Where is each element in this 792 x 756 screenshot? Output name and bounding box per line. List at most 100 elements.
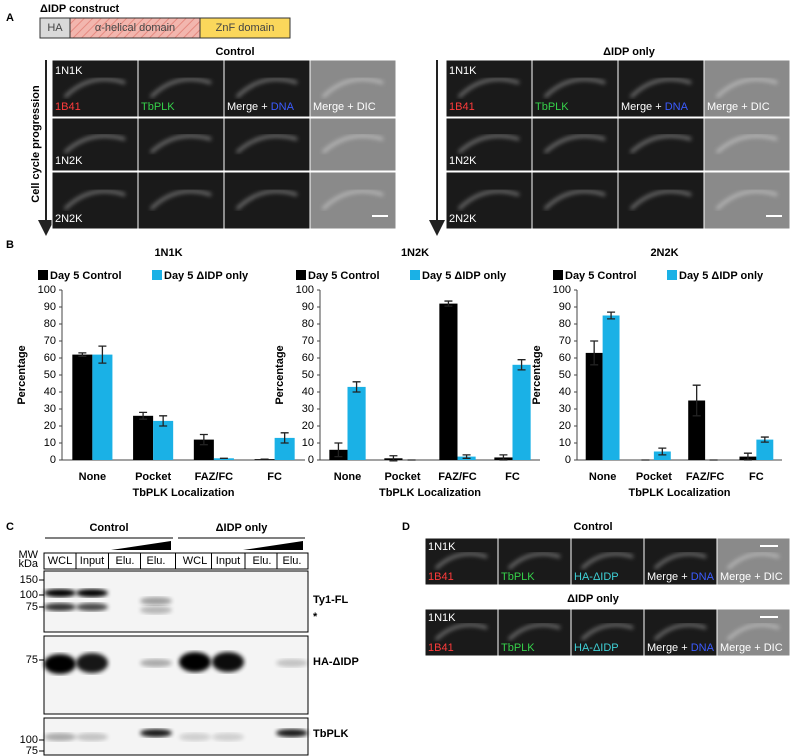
error-bar <box>499 454 508 461</box>
chart-title: 2N2K <box>650 247 678 259</box>
cell-shape <box>149 189 212 211</box>
channel-label: TbPLK <box>501 571 535 583</box>
bar <box>512 364 531 460</box>
channel-label: HA-ΔIDP <box>574 571 619 583</box>
bar <box>347 386 366 460</box>
y-tick-label: 80 <box>302 318 314 330</box>
blot-band <box>179 733 211 741</box>
group-title: ΔIDP only <box>567 593 620 605</box>
legend-swatch <box>152 270 162 280</box>
stage-label: 1N1K <box>428 541 456 553</box>
channel-label: Merge + <box>621 101 665 113</box>
blot-band <box>179 652 211 672</box>
cell-shape <box>457 189 520 211</box>
y-tick-label: 30 <box>44 403 56 415</box>
panel-letter: C <box>6 521 14 533</box>
error-bar <box>658 447 667 456</box>
legend-label: Day 5 ΔIDP only <box>164 270 249 282</box>
cell-shape <box>235 134 298 154</box>
stage-label: 1N1K <box>428 612 456 624</box>
y-tick-label: 90 <box>559 301 571 313</box>
micrograph <box>309 117 397 172</box>
y-tick-label: 60 <box>302 352 314 364</box>
bar <box>653 451 671 460</box>
channel-label: Merge + DIC <box>707 101 770 113</box>
cell-shape <box>580 623 634 641</box>
y-tick-label: 100 <box>296 284 314 296</box>
micrograph <box>137 171 225 230</box>
lane-label: Elu. <box>253 555 272 567</box>
cell-shape <box>149 134 212 154</box>
y-tick-label: 50 <box>44 369 56 381</box>
error-bar <box>78 352 87 357</box>
micrograph <box>445 59 533 118</box>
legend-label: Day 5 Control <box>565 270 637 282</box>
error-bar <box>743 452 752 461</box>
y-tick-label: 40 <box>559 386 571 398</box>
channel-label: Merge + DNA <box>647 571 715 583</box>
cell-shape <box>715 77 778 99</box>
group-title: ΔIDP only <box>216 522 269 534</box>
x-axis-label: TbPLK Localization <box>628 487 730 499</box>
cell-shape <box>149 77 212 99</box>
panel-letter: A <box>6 12 14 24</box>
cell-shape <box>715 189 778 211</box>
mw-marker: 150 <box>20 574 38 586</box>
domain-box <box>199 17 291 39</box>
y-tick-label: 100 <box>553 284 571 296</box>
y-axis-label: Percentage <box>531 345 543 404</box>
micrograph <box>497 537 572 586</box>
cell-shape <box>321 77 384 99</box>
legend-swatch <box>410 270 420 280</box>
cell-shape <box>653 552 707 570</box>
cell-shape <box>434 552 488 570</box>
y-tick-label: 50 <box>559 369 571 381</box>
chart-title: 1N2K <box>401 247 429 259</box>
channel-label: 1B41 <box>428 571 454 583</box>
blot-band <box>76 653 108 673</box>
cell-shape <box>629 189 692 211</box>
micrograph <box>570 537 645 586</box>
blot-note: * <box>313 611 318 623</box>
cell-shape <box>457 77 520 99</box>
error-bar <box>760 436 769 443</box>
channel-label: TbPLK <box>535 101 569 113</box>
error-bar <box>98 345 107 364</box>
error-bar <box>692 384 701 417</box>
y-tick-label: 10 <box>44 437 56 449</box>
channel-label: DNA <box>691 642 715 654</box>
micrograph <box>223 117 311 172</box>
y-tick-label: 30 <box>559 403 571 415</box>
micrograph <box>570 608 645 657</box>
error-bar <box>444 300 453 307</box>
blot-band <box>76 733 108 741</box>
blot-band <box>140 597 172 605</box>
channel-label: HA-ΔIDP <box>574 642 619 654</box>
bar <box>688 400 706 460</box>
x-tick-label: FAZ/FC <box>438 471 477 483</box>
channel-label: Merge + DIC <box>720 642 783 654</box>
x-tick-label: FC <box>267 471 282 483</box>
micrograph <box>643 537 718 586</box>
x-tick-label: Pocket <box>384 471 420 483</box>
blot-label: TbPLK <box>313 728 348 740</box>
blot-band <box>276 729 308 737</box>
cell-shape <box>543 77 606 99</box>
y-tick-label: 60 <box>44 352 56 364</box>
construct-title: ΔIDP construct <box>40 3 120 15</box>
micrograph <box>445 171 533 230</box>
blot-band <box>44 654 76 674</box>
stage-label: 1N1K <box>449 65 477 77</box>
y-tick-label: 90 <box>44 301 56 313</box>
micrograph <box>531 117 619 172</box>
x-tick-label: FC <box>749 471 764 483</box>
blot <box>43 570 309 633</box>
blot-band <box>44 589 76 597</box>
legend-swatch <box>38 270 48 280</box>
cell-shape <box>235 77 298 99</box>
legend-swatch <box>296 270 306 280</box>
mw-marker: 100 <box>20 734 38 746</box>
blot-label: Ty1-FL <box>313 594 349 606</box>
y-tick-label: 30 <box>302 403 314 415</box>
y-tick-label: 90 <box>302 301 314 313</box>
